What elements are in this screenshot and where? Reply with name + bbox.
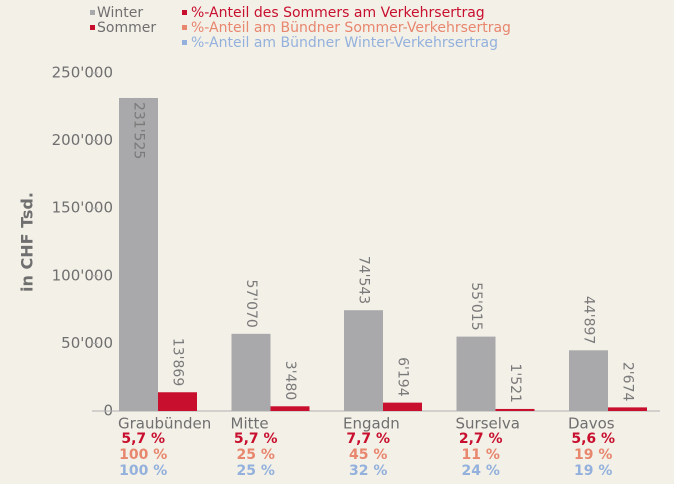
share-label: 11 % (461, 447, 499, 463)
data-label: 231'525 (131, 102, 147, 159)
data-label: 57'070 (243, 279, 259, 327)
y-tick-label: 250'000 (52, 64, 113, 82)
share-label: 24 % (461, 463, 499, 479)
y-tick-label: 100'000 (52, 266, 113, 284)
share-label: 45 % (349, 447, 387, 463)
data-label: 6'194 (395, 357, 411, 397)
data-label: 1'521 (507, 363, 523, 402)
x-tick-label: Mitte (231, 415, 269, 433)
data-label: 44'897 (581, 296, 597, 344)
legend-swatch (182, 10, 187, 15)
share-label: 19 % (574, 463, 612, 479)
legend-label: %-Anteil am Bündner Winter-Verkehrsertra… (191, 35, 498, 51)
legend-label: %-Anteil des Sommers am Verkehrsertrag (191, 5, 485, 21)
y-tick-label: 50'000 (61, 334, 113, 352)
y-tick-label: 200'000 (52, 131, 113, 149)
share-label: 25 % (236, 447, 274, 463)
data-label: 74'543 (356, 256, 372, 304)
legend-label: Sommer (97, 20, 156, 36)
data-label: 3'480 (282, 361, 298, 400)
share-label: 100 % (119, 463, 167, 479)
x-tick-label: Engadn (343, 415, 400, 433)
legend-swatch (182, 40, 187, 45)
bar (231, 333, 271, 411)
bar (270, 406, 310, 411)
legend-label: %-Anteil am Bündner Sommer-Verkehrsertra… (191, 20, 511, 36)
legend-swatch (182, 25, 187, 30)
share-label: 25 % (236, 463, 274, 479)
legend-label: Winter (97, 5, 143, 21)
share-label: 7,7 % (346, 431, 390, 447)
bar (569, 350, 608, 411)
share-label: 5,7 % (121, 431, 165, 447)
share-label: 5,6 % (571, 431, 615, 447)
bar (119, 97, 158, 411)
share-label: 2,7 % (459, 431, 503, 447)
x-tick-label: Surselva (456, 415, 520, 433)
bar (344, 310, 383, 411)
data-label: 13'869 (170, 338, 186, 386)
y-axis-label: in CHF Tsd. (18, 192, 37, 292)
y-tick-label: 150'000 (52, 199, 113, 217)
legend-swatch (90, 10, 95, 15)
bar (158, 392, 197, 411)
legend-swatch (90, 25, 95, 30)
x-tick-label: Davos (568, 415, 615, 433)
share-label: 5,7 % (234, 431, 278, 447)
bar (495, 408, 535, 411)
share-label: 100 % (119, 447, 167, 463)
bar (456, 336, 496, 411)
data-label: 2'674 (620, 362, 636, 402)
bar (608, 407, 647, 411)
bar (383, 402, 422, 411)
x-tick-label: Graubünden (118, 415, 211, 433)
share-label: 32 % (349, 463, 387, 479)
share-label: 19 % (574, 447, 612, 463)
data-label: 55'015 (468, 282, 484, 330)
